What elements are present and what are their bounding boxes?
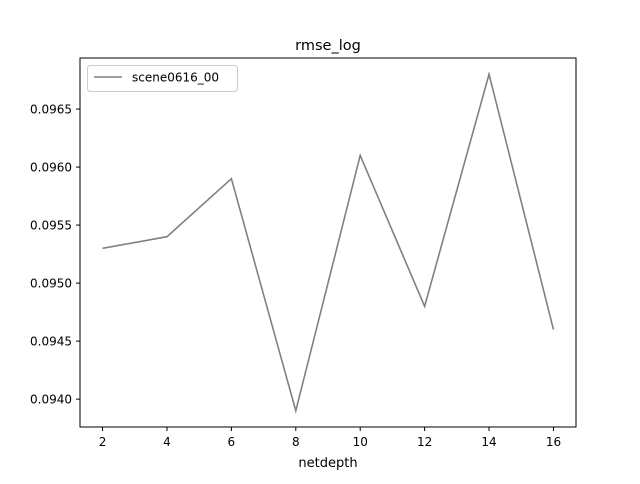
x-tick-label: 16: [546, 435, 561, 449]
legend-label: scene0616_00: [132, 71, 219, 85]
plot-area-frame: [79, 57, 577, 428]
y-tick-label: 0.0940: [30, 393, 72, 407]
y-tick-label: 0.0955: [30, 219, 72, 233]
chart-title: rmse_log: [295, 38, 361, 54]
x-tick-label: 6: [228, 435, 236, 449]
axes: 2 4 6 8 10 12 14 16 0.0940 0.0945 0.0950 0.0955 0.09…: [30, 103, 561, 449]
legend-box: [87, 65, 238, 92]
x-tick-label: 14: [481, 435, 496, 449]
y-tick-label: 0.0960: [30, 161, 72, 175]
series-layer: [102, 71, 555, 414]
y-tick-label: 0.0965: [30, 103, 72, 117]
x-tick-label: 8: [292, 435, 300, 449]
x-tick-label: 12: [417, 435, 432, 449]
y-tick-label: 0.0945: [30, 335, 72, 349]
x-tick-label: 4: [163, 435, 171, 449]
legend: scene0616_00: [87, 65, 238, 92]
x-axis-label: netdepth: [298, 456, 357, 471]
series-line-scene0616_00: [102, 71, 555, 414]
x-tick-label: 2: [99, 435, 107, 449]
x-tick-label: 10: [353, 435, 368, 449]
y-tick-label: 0.0950: [30, 277, 72, 291]
